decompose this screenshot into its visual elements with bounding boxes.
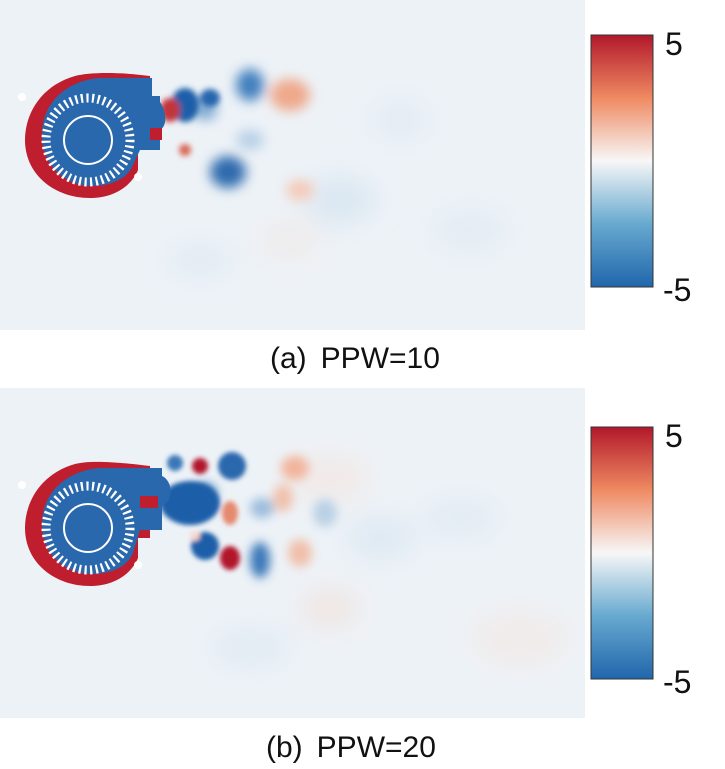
field-plot-b: [0, 388, 585, 718]
panel-label: (b): [266, 731, 303, 764]
colorbar-gradient-b: [590, 426, 654, 680]
field-plot-a: [0, 0, 585, 330]
colorbar-min-label: -5: [663, 664, 692, 700]
panel-label: (a): [270, 342, 307, 375]
colorbar-max-label: 5: [665, 26, 683, 62]
panel-title: PPW=10: [320, 342, 440, 375]
caption-a: (a) PPW=10: [270, 344, 440, 374]
panel-b: 5 -5 (b) PPW=20: [0, 388, 725, 769]
colorbar-a: 5 -5: [585, 28, 725, 306]
fan-housing-b: [25, 461, 171, 586]
colorbar-gradient-a: [590, 34, 654, 288]
caption-b: (b) PPW=20: [266, 733, 436, 763]
panel-title: PPW=20: [316, 731, 436, 764]
colorbar-b: 5 -5: [585, 420, 725, 698]
colorbar-min-label: -5: [663, 272, 692, 308]
fan-housing-a: [25, 73, 166, 198]
colorbar-max-label: 5: [665, 418, 683, 454]
panel-a: 5 -5 (a) PPW=10: [0, 0, 725, 374]
